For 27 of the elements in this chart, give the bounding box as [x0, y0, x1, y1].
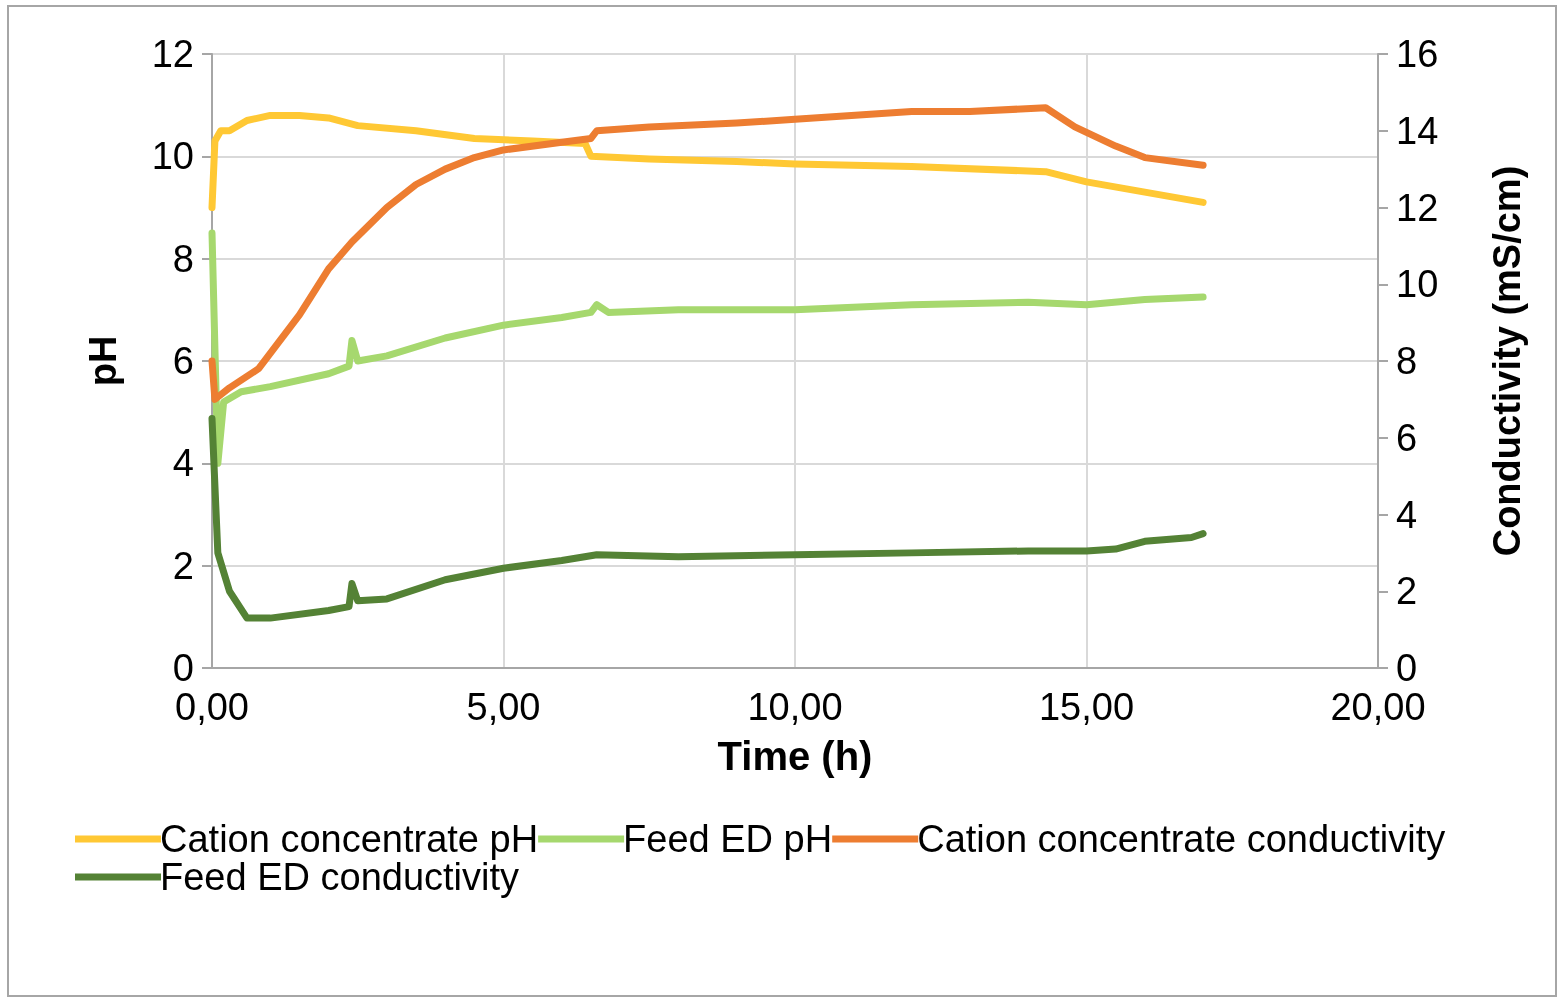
x-tick-label: 0,00 [175, 686, 249, 728]
y2-tick-label: 0 [1396, 647, 1418, 689]
y-tick-label: 8 [172, 237, 194, 280]
y2-tick-label: 16 [1396, 33, 1439, 75]
legend-label: Cation concentrate pH [160, 818, 539, 860]
y-tick-label: 0 [172, 647, 194, 689]
x-tick-label: 20,00 [1330, 686, 1426, 728]
y-tick-label: 12 [151, 33, 194, 75]
y2-tick-label: 6 [1396, 416, 1418, 459]
x-axis-title: Time (h) [717, 734, 873, 778]
y2-tick-label: 8 [1396, 340, 1418, 382]
x-tick-label: 5,00 [466, 686, 541, 728]
y2-tick-label: 10 [1396, 263, 1439, 306]
y2-tick-label: 2 [1396, 570, 1418, 613]
y-axis-title: pH [82, 335, 124, 387]
y2-tick-label: 12 [1396, 186, 1439, 229]
legend-label: Feed ED pH [623, 818, 833, 860]
y-tick-label: 4 [172, 442, 194, 485]
x-tick-label: 10,00 [747, 686, 843, 728]
legend-label: Cation concentrate conductivity [917, 818, 1446, 860]
y-tick-label: 10 [151, 135, 194, 178]
y-tick-label: 6 [172, 340, 194, 382]
y2-tick-label: 4 [1396, 493, 1418, 536]
x-tick-label: 15,00 [1038, 686, 1135, 728]
y2-axis-title: Conductivity (mS/cm) [1486, 165, 1528, 557]
y2-tick-label: 14 [1396, 109, 1439, 152]
y-tick-label: 2 [172, 544, 194, 587]
